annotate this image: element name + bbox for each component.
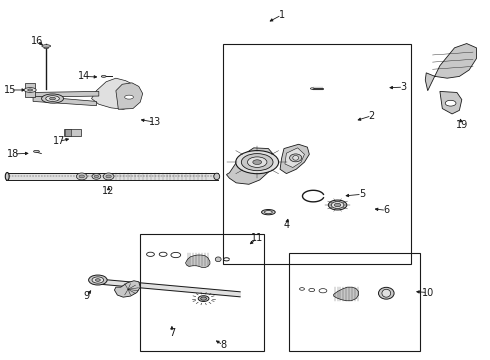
Text: 2: 2 — [368, 111, 375, 121]
Text: 13: 13 — [149, 117, 161, 127]
Bar — [140, 234, 265, 351]
Ellipse shape — [92, 277, 104, 283]
Ellipse shape — [33, 150, 39, 153]
Ellipse shape — [334, 203, 341, 207]
Polygon shape — [101, 279, 240, 297]
Ellipse shape — [265, 211, 272, 214]
Ellipse shape — [89, 275, 107, 285]
Text: 12: 12 — [102, 186, 115, 197]
Ellipse shape — [242, 154, 273, 171]
Ellipse shape — [101, 76, 106, 77]
Ellipse shape — [103, 173, 114, 180]
Ellipse shape — [96, 279, 100, 281]
Ellipse shape — [253, 160, 262, 165]
Polygon shape — [226, 148, 273, 184]
Bar — [289, 253, 420, 351]
Ellipse shape — [92, 174, 101, 179]
Ellipse shape — [42, 94, 64, 103]
Text: 14: 14 — [78, 71, 90, 81]
Ellipse shape — [201, 297, 206, 300]
Ellipse shape — [310, 88, 314, 89]
Polygon shape — [30, 91, 99, 97]
Ellipse shape — [198, 296, 209, 301]
Ellipse shape — [247, 157, 267, 167]
Text: 18: 18 — [7, 149, 20, 159]
Polygon shape — [6, 173, 218, 180]
Polygon shape — [115, 281, 140, 297]
Ellipse shape — [94, 175, 98, 177]
Ellipse shape — [49, 97, 55, 100]
Bar — [65, 129, 71, 136]
Ellipse shape — [236, 150, 279, 174]
Ellipse shape — [214, 173, 220, 180]
Ellipse shape — [46, 96, 59, 102]
Ellipse shape — [328, 200, 347, 210]
Ellipse shape — [44, 47, 49, 49]
Polygon shape — [116, 83, 143, 109]
Text: 11: 11 — [251, 233, 263, 243]
Ellipse shape — [262, 210, 275, 215]
Text: 17: 17 — [53, 136, 65, 147]
Text: 5: 5 — [359, 189, 365, 199]
Ellipse shape — [378, 287, 394, 299]
Text: 3: 3 — [400, 82, 406, 92]
Ellipse shape — [124, 95, 133, 99]
Text: 4: 4 — [283, 220, 290, 230]
Bar — [223, 44, 411, 264]
Polygon shape — [33, 96, 97, 106]
Bar — [25, 83, 35, 97]
Ellipse shape — [28, 89, 32, 91]
Polygon shape — [334, 287, 359, 301]
Polygon shape — [280, 144, 309, 174]
Ellipse shape — [42, 45, 50, 48]
Ellipse shape — [5, 172, 9, 180]
Text: 16: 16 — [31, 36, 43, 46]
Polygon shape — [285, 148, 304, 167]
Text: 8: 8 — [220, 340, 226, 350]
Text: 6: 6 — [383, 205, 390, 215]
Ellipse shape — [106, 175, 111, 178]
Text: 7: 7 — [169, 328, 175, 338]
Ellipse shape — [382, 289, 391, 297]
Polygon shape — [425, 44, 476, 91]
Text: 9: 9 — [84, 291, 90, 301]
Ellipse shape — [79, 175, 84, 178]
Ellipse shape — [290, 154, 302, 162]
Ellipse shape — [76, 173, 87, 180]
Ellipse shape — [445, 100, 456, 106]
Ellipse shape — [215, 257, 221, 262]
Bar — [64, 129, 81, 136]
Ellipse shape — [331, 202, 344, 208]
Polygon shape — [440, 91, 462, 114]
Ellipse shape — [293, 156, 298, 160]
Polygon shape — [186, 255, 210, 267]
Text: 19: 19 — [456, 120, 468, 130]
Ellipse shape — [24, 87, 36, 93]
Polygon shape — [92, 78, 140, 109]
Text: 15: 15 — [4, 85, 16, 95]
Text: 10: 10 — [421, 288, 434, 297]
Text: 1: 1 — [278, 10, 285, 20]
